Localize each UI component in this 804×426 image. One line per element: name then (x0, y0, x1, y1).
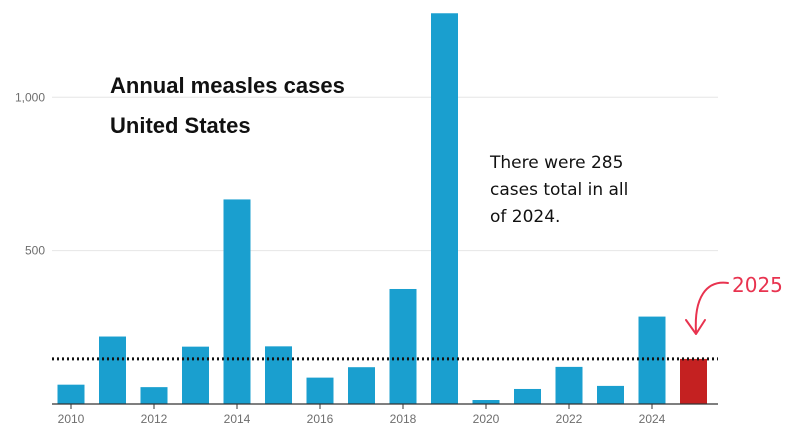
bar (597, 385, 624, 404)
x-tick-label: 2012 (141, 412, 168, 426)
bar (265, 346, 292, 404)
bar (348, 367, 375, 404)
chart-title: Annual measles cases (110, 73, 345, 98)
bar (472, 400, 500, 404)
x-tick-label: 2016 (307, 412, 334, 426)
y-tick-label: 500 (25, 244, 45, 258)
highlight-label: 2025 (732, 273, 783, 297)
annotation-note-line-3: of 2024. (490, 207, 560, 227)
highlight-callout: 2025 (685, 273, 783, 335)
bar (389, 288, 417, 404)
gridlines (52, 96, 718, 252)
bar (140, 387, 168, 404)
x-axis (52, 403, 718, 409)
callout-arrowhead-icon (685, 319, 706, 335)
bar (555, 366, 583, 404)
y-tick-label: 1,000 (15, 90, 45, 104)
chart-subtitle: United States (110, 113, 251, 138)
bar (306, 377, 334, 404)
x-tick-label: 2018 (390, 412, 417, 426)
x-tick-label: 2020 (473, 412, 500, 426)
bar (431, 13, 458, 405)
tick-labels: 500 1,000 2010 2012 2014 2016 2018 2020 2022 2024 (15, 90, 666, 426)
bars (57, 13, 707, 405)
annotation-note-line-1: There were 285 (489, 153, 623, 173)
bar-highlight (680, 358, 707, 404)
bar (99, 336, 126, 404)
bar (182, 346, 209, 404)
bar (223, 199, 251, 404)
x-tick-label: 2024 (639, 412, 666, 426)
callout-arrow-icon (694, 281, 729, 333)
bar (514, 388, 541, 404)
x-tick-label: 2022 (556, 412, 583, 426)
annotation-note-line-2: cases total in all (490, 180, 628, 200)
annotation-note: There were 285 cases total in all of 202… (489, 153, 634, 227)
x-tick-label: 2010 (58, 412, 85, 426)
bar (57, 384, 85, 404)
x-tick-label: 2014 (224, 412, 251, 426)
